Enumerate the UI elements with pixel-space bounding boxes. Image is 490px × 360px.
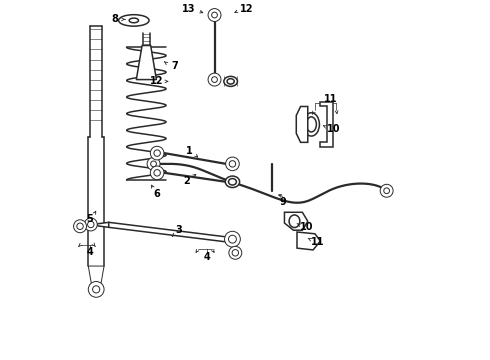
Text: 11: 11 — [324, 94, 338, 104]
Circle shape — [154, 150, 160, 156]
Circle shape — [224, 231, 240, 247]
Text: 11: 11 — [311, 237, 324, 247]
Circle shape — [208, 73, 221, 86]
Text: 7: 7 — [171, 61, 178, 71]
Ellipse shape — [225, 176, 240, 188]
Circle shape — [380, 184, 393, 197]
Text: 4: 4 — [204, 252, 211, 262]
Text: 10: 10 — [327, 124, 341, 134]
Ellipse shape — [303, 113, 319, 136]
Ellipse shape — [224, 76, 238, 86]
Polygon shape — [136, 45, 156, 80]
Text: 10: 10 — [300, 222, 314, 232]
Circle shape — [77, 223, 83, 229]
Circle shape — [229, 246, 242, 259]
Ellipse shape — [289, 215, 300, 228]
Circle shape — [229, 161, 236, 167]
Polygon shape — [320, 102, 333, 147]
Text: 12: 12 — [240, 4, 253, 14]
Polygon shape — [296, 107, 308, 142]
Polygon shape — [88, 266, 104, 284]
Polygon shape — [297, 232, 320, 250]
Circle shape — [84, 218, 97, 231]
Text: 4: 4 — [87, 247, 94, 257]
Ellipse shape — [129, 18, 139, 23]
Circle shape — [88, 221, 94, 228]
Circle shape — [74, 220, 87, 233]
Circle shape — [154, 170, 160, 176]
Circle shape — [88, 282, 104, 297]
Polygon shape — [96, 222, 109, 227]
Polygon shape — [285, 212, 308, 230]
Text: 12: 12 — [150, 76, 164, 86]
Circle shape — [212, 77, 218, 82]
Text: 2: 2 — [183, 176, 190, 186]
Text: 1: 1 — [186, 145, 193, 156]
Circle shape — [93, 286, 100, 293]
Circle shape — [150, 146, 164, 160]
Text: 6: 6 — [154, 189, 161, 199]
Text: 5: 5 — [86, 215, 93, 224]
Circle shape — [147, 157, 160, 170]
Ellipse shape — [228, 179, 236, 185]
Text: 8: 8 — [112, 14, 119, 24]
Circle shape — [150, 166, 164, 180]
Circle shape — [208, 9, 221, 22]
Circle shape — [225, 157, 239, 171]
Ellipse shape — [306, 117, 317, 132]
Text: 13: 13 — [182, 4, 196, 14]
Ellipse shape — [119, 15, 149, 26]
Circle shape — [384, 188, 390, 194]
Circle shape — [232, 249, 239, 256]
Text: 3: 3 — [175, 225, 182, 235]
Circle shape — [212, 12, 218, 18]
Text: 9: 9 — [280, 197, 286, 207]
Ellipse shape — [227, 79, 234, 84]
Circle shape — [151, 161, 156, 167]
Circle shape — [228, 235, 236, 243]
